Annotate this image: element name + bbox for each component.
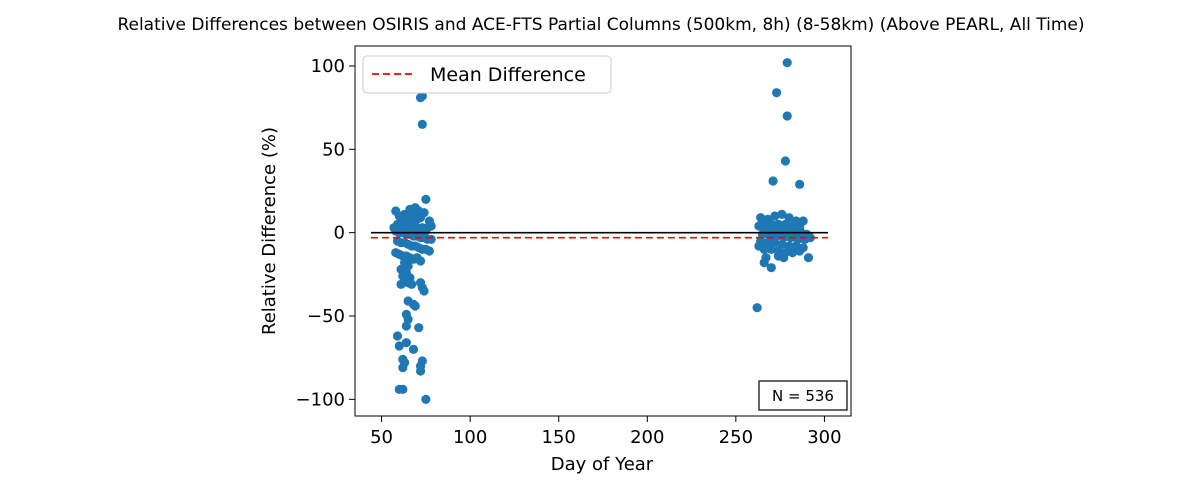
data-point xyxy=(396,279,406,289)
legend: Mean Difference xyxy=(362,55,612,94)
data-point xyxy=(770,211,780,221)
x-tick-label: 100 xyxy=(453,427,487,448)
plot-frame xyxy=(354,45,852,417)
data-point xyxy=(754,221,764,231)
legend-label-mean-difference: Mean Difference xyxy=(430,64,586,86)
data-point xyxy=(805,233,815,243)
annotation-text: N = 536 xyxy=(772,387,834,405)
data-point xyxy=(752,303,762,313)
data-point xyxy=(414,323,424,333)
x-tick-label: 200 xyxy=(630,427,664,448)
y-axis-label: Relative Difference (%) xyxy=(259,127,280,335)
data-point xyxy=(398,363,408,373)
axis-ticks: 50 100 150 200 250 300 −100 −50 0 50 100 xyxy=(296,56,842,448)
y-tick-label: 50 xyxy=(322,139,345,160)
sample-count-annotation: N = 536 xyxy=(758,380,848,411)
x-tick-label: 150 xyxy=(542,427,576,448)
data-point xyxy=(415,256,426,266)
data-point xyxy=(782,58,792,68)
data-point xyxy=(401,321,411,331)
data-point xyxy=(754,241,764,251)
data-point xyxy=(421,394,431,404)
data-point xyxy=(417,119,427,129)
y-tick-label: −100 xyxy=(296,389,345,410)
chart-title: Relative Differences between OSIRIS and … xyxy=(117,15,1084,35)
x-tick-label: 250 xyxy=(719,427,753,448)
x-tick-label: 50 xyxy=(370,427,393,448)
data-point xyxy=(424,246,434,256)
data-point xyxy=(766,263,776,273)
y-tick-label: 100 xyxy=(311,56,345,77)
data-point xyxy=(407,279,417,289)
data-point xyxy=(803,253,814,263)
data-point xyxy=(772,88,782,98)
data-point xyxy=(768,176,778,186)
annotation-box xyxy=(758,380,848,411)
y-tick-label: −50 xyxy=(307,306,345,327)
data-point xyxy=(408,344,419,354)
data-point xyxy=(782,111,792,121)
legend-box xyxy=(362,55,612,94)
data-point xyxy=(392,331,403,341)
data-point xyxy=(795,246,805,256)
data-point xyxy=(777,209,787,219)
data-point xyxy=(780,156,791,166)
data-point xyxy=(415,366,426,376)
x-tick-label: 300 xyxy=(807,427,841,448)
data-point xyxy=(786,243,796,253)
data-point xyxy=(410,301,420,311)
data-point xyxy=(394,341,404,351)
plot-area xyxy=(370,58,828,404)
data-point xyxy=(779,253,789,263)
data-point xyxy=(426,234,436,244)
data-point xyxy=(795,179,805,189)
data-point xyxy=(401,338,411,348)
data-point xyxy=(421,194,431,204)
data-point xyxy=(759,258,769,268)
data-point xyxy=(419,286,429,296)
data-point xyxy=(398,384,408,394)
data-point xyxy=(415,93,426,103)
y-tick-label: 0 xyxy=(334,223,345,244)
x-axis-label: Day of Year xyxy=(551,454,654,475)
data-point xyxy=(766,244,776,254)
